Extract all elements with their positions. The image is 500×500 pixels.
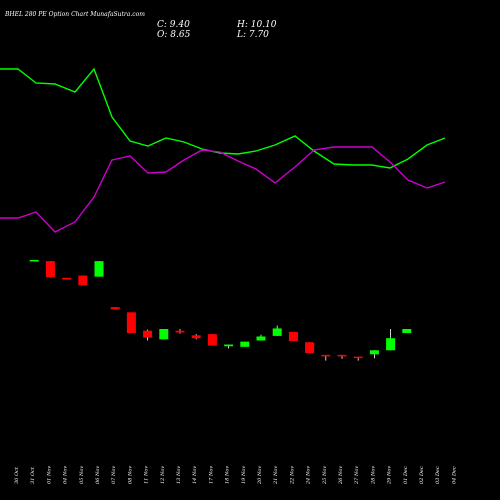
candle-body-down [305, 342, 315, 354]
green-indicator-line [0, 67, 446, 169]
candle-body-up [272, 328, 282, 336]
candle-body-down [45, 261, 55, 278]
x-tick-label: 21 Nov [273, 466, 279, 485]
candle-body-down [321, 354, 331, 357]
x-tick-label: 04 Nov [63, 466, 69, 484]
candle [224, 344, 234, 349]
candle [256, 334, 266, 341]
x-tick-label: 11 Nov [144, 466, 150, 484]
chart-title: BHEL 280 PE Option Chart MunafaSutra.com [4, 11, 145, 18]
x-tick-label: 04 Dec [451, 466, 457, 484]
x-tick-label: 07 Nov [111, 466, 117, 484]
candle-body-down [126, 312, 136, 334]
x-tick-label: 24 Nov [306, 466, 312, 485]
candle [29, 260, 39, 262]
candles [29, 260, 412, 361]
candle [62, 277, 72, 280]
close-readout: C: 9.40 [157, 20, 190, 30]
candle-body-down [337, 354, 347, 357]
x-tick-label: 13 Nov [176, 466, 182, 484]
open-readout: O: 8.65 [157, 30, 191, 40]
candle-body-up [256, 336, 266, 341]
candle [143, 329, 153, 341]
candle [386, 329, 396, 351]
candle-body-up [240, 341, 250, 347]
candle-body-down [175, 330, 185, 333]
indicator-lines [0, 67, 446, 233]
candle-body-up [159, 329, 169, 340]
x-tick-label: 08 Nov [127, 466, 133, 484]
x-tick-label: 28 Nov [370, 466, 376, 485]
candle [288, 331, 298, 342]
candle [110, 307, 120, 310]
candle [240, 341, 250, 347]
x-tick-label: 02 Dec [419, 466, 425, 484]
x-tick-label: 12 Nov [160, 466, 166, 484]
candle-body-down [143, 330, 153, 338]
magenta-indicator-line [0, 146, 446, 233]
candle-body-down [110, 307, 120, 310]
candle [369, 350, 379, 359]
candle-body-down [288, 331, 298, 342]
candle-body-up [94, 261, 104, 277]
x-tick-label: 22 Nov [289, 466, 295, 485]
candle [337, 354, 347, 359]
x-tick-label: 30 Oct [14, 466, 20, 484]
x-tick-label: 31 Oct [30, 466, 36, 484]
candle [305, 342, 315, 354]
high-readout: H: 10.10 [236, 20, 277, 30]
candle-body-up [224, 344, 234, 347]
x-tick-label: 01 Dec [403, 466, 409, 484]
candle [353, 356, 363, 361]
x-tick-label: 19 Nov [241, 466, 247, 484]
x-tick-label: 25 Nov [322, 466, 328, 485]
x-tick-label: 27 Nov [354, 466, 360, 485]
candle [207, 334, 217, 346]
candle [159, 329, 169, 340]
low-readout: L: 7.70 [236, 30, 269, 40]
candle [321, 354, 331, 361]
candle [126, 312, 136, 334]
candle-body-up [369, 350, 379, 355]
x-tick-label: 01 Nov [46, 466, 52, 484]
x-tick-label: 29 Nov [387, 466, 393, 485]
x-tick-label: 17 Nov [208, 466, 214, 484]
x-tick-label: 26 Nov [338, 466, 344, 485]
candle-body-down [207, 334, 217, 346]
candle [78, 275, 88, 286]
candle-body-down [62, 277, 72, 280]
candle [191, 334, 201, 340]
candle [45, 261, 55, 278]
candle-body-down [191, 335, 201, 339]
x-tick-label: 03 Dec [435, 466, 441, 484]
candle-body-up [29, 260, 39, 262]
candle [272, 325, 282, 336]
candle [175, 329, 185, 334]
candle [94, 261, 104, 277]
x-tick-label: 18 Nov [225, 466, 231, 484]
candle-body-up [386, 338, 396, 351]
candle-body-down [78, 275, 88, 286]
x-tick-label: 14 Nov [192, 466, 198, 484]
candle-body-down [353, 356, 363, 359]
x-tick-label: 20 Nov [257, 466, 263, 485]
x-axis-ticks: 30 Oct 31 Oct 01 Nov 04 Nov 05 Nov 06 Nov 07 N… [14, 466, 457, 485]
x-tick-label: 06 Nov [95, 466, 101, 484]
candle [402, 329, 412, 334]
x-tick-label: 05 Nov [79, 466, 85, 484]
candle-body-up [402, 329, 412, 334]
